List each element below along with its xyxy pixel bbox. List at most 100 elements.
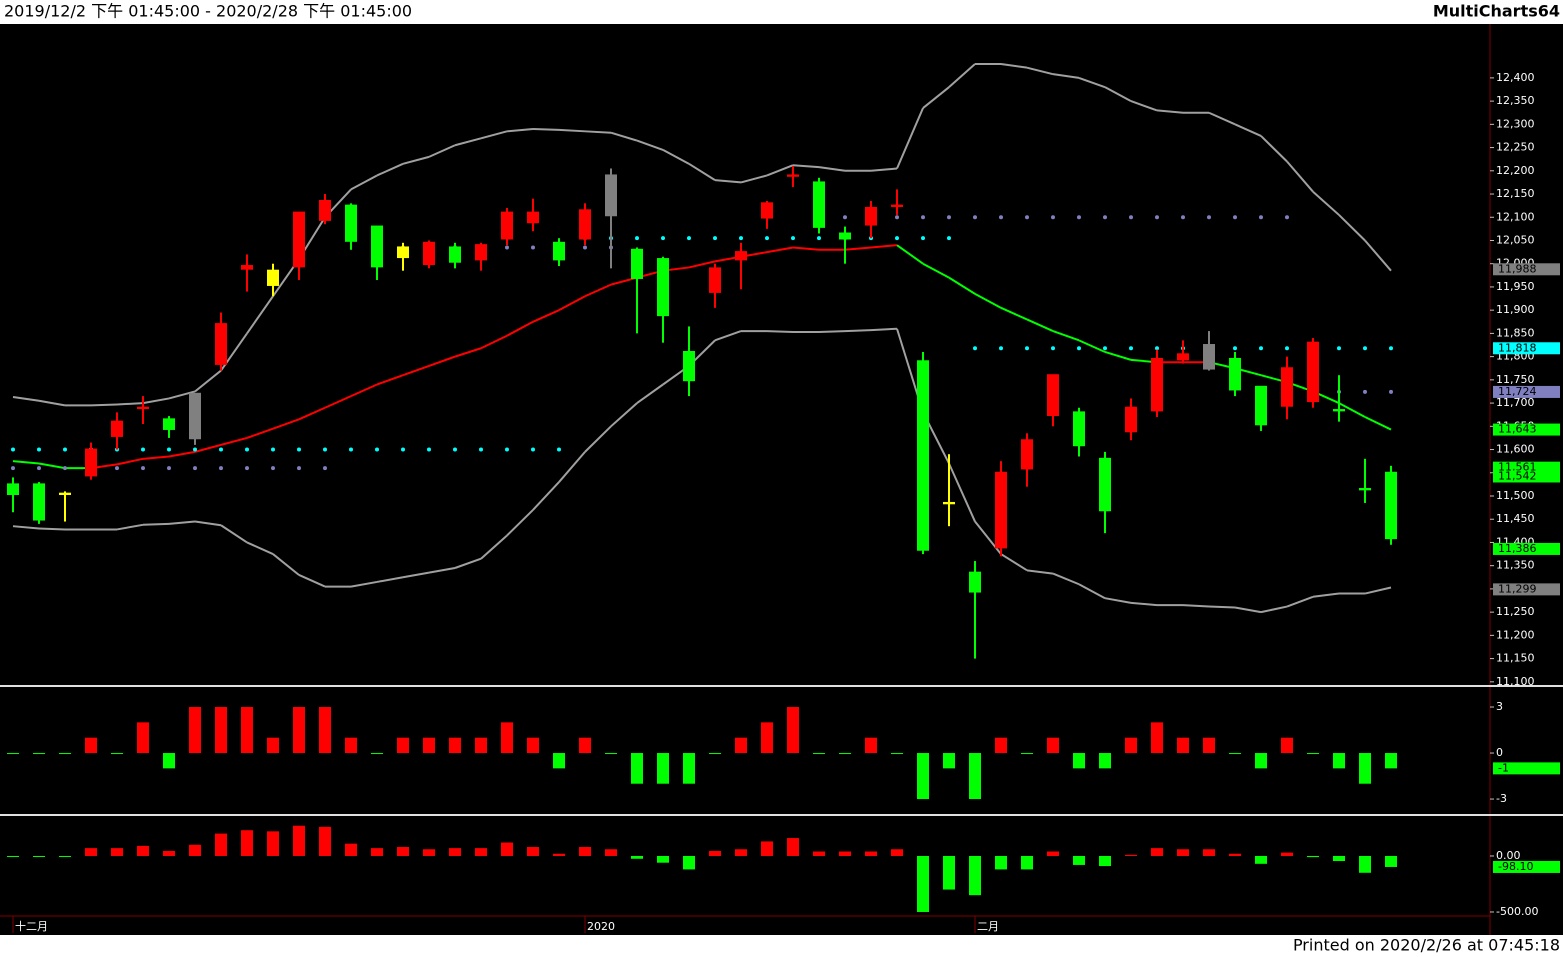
histogram-bar	[1229, 853, 1241, 856]
x-tick-label: 2020	[587, 920, 615, 933]
indicator-line	[766, 246, 794, 254]
y-tick-label: 11,450	[1496, 512, 1535, 525]
value-tag	[1493, 385, 1560, 398]
indicator-line	[376, 576, 404, 583]
histogram-bar	[111, 848, 123, 856]
level-dot	[37, 447, 41, 452]
y-tick-label: 11,100	[1496, 675, 1535, 688]
candle-body	[631, 248, 643, 279]
indicator-line	[1000, 62, 1028, 69]
value-tag	[1493, 263, 1560, 276]
indicator-line	[1208, 111, 1236, 126]
indicator-line	[610, 131, 638, 142]
value-tag	[1493, 542, 1560, 555]
histogram-bar	[501, 722, 513, 754]
indicator-line	[506, 320, 534, 337]
indicator-line	[766, 330, 794, 334]
histogram-bar	[1307, 855, 1319, 858]
histogram-bar	[813, 851, 825, 856]
y-tick-label: 11,850	[1496, 326, 1535, 339]
candle-body	[1177, 353, 1189, 361]
histogram-bar	[1021, 855, 1033, 870]
candle-body	[1047, 374, 1059, 417]
candle-body	[761, 202, 773, 219]
indicator-line	[116, 402, 144, 406]
indicator-line	[792, 164, 820, 169]
indicator-line	[1130, 100, 1158, 112]
level-dot	[1155, 346, 1159, 351]
y-tick-label: 11,750	[1496, 373, 1535, 386]
indicator-line	[1052, 572, 1080, 586]
level-dot	[895, 215, 899, 220]
level-dot	[1103, 346, 1107, 351]
histogram-bar	[7, 855, 19, 857]
indicator-line	[1234, 123, 1262, 137]
level-dot	[115, 466, 119, 471]
histogram-bar	[1385, 855, 1397, 867]
histogram-bar	[865, 851, 877, 856]
histogram-bar	[709, 753, 721, 755]
candle-body	[345, 204, 357, 242]
indicator-line	[480, 534, 508, 560]
histogram-bar	[1099, 855, 1111, 867]
level-dot	[63, 466, 67, 471]
level-dot	[323, 447, 327, 452]
indicator-line	[428, 355, 456, 367]
candle-body	[1255, 385, 1267, 426]
histogram-bar	[189, 707, 201, 754]
indicator-line	[298, 574, 326, 588]
candle-body	[1021, 439, 1033, 470]
level-dot	[271, 447, 275, 452]
level-dot	[1233, 346, 1237, 351]
y-tick-label: 12,200	[1496, 164, 1535, 177]
candle-body	[657, 258, 669, 317]
level-dot	[583, 245, 587, 250]
histogram-bar	[1151, 848, 1163, 856]
level-dot	[713, 236, 717, 241]
indicator-line	[194, 520, 222, 527]
indicator-line	[896, 244, 924, 265]
indicator-line	[1000, 553, 1028, 572]
histogram-bar	[995, 737, 1007, 754]
indicator-line	[662, 149, 690, 165]
indicator-line	[1364, 586, 1392, 595]
y-tick-label: 11,250	[1496, 605, 1535, 618]
candle-body	[1359, 488, 1371, 491]
candle-body	[1125, 406, 1137, 433]
indicator-line	[1078, 583, 1106, 600]
histogram-bar	[501, 842, 513, 856]
histogram-bar	[1359, 855, 1371, 873]
candle-body	[839, 232, 851, 240]
histogram-bar	[891, 753, 903, 755]
indicator-line	[1260, 605, 1288, 614]
indicator-line	[506, 127, 534, 133]
indicator-line	[1000, 306, 1028, 321]
level-dot	[531, 447, 535, 452]
candle-body	[1099, 457, 1111, 512]
indicator-line	[376, 162, 404, 177]
histogram-bar	[59, 855, 71, 857]
histogram-bar	[189, 844, 201, 856]
level-dot	[375, 447, 379, 452]
level-dot	[63, 447, 67, 452]
histogram-bar	[423, 737, 435, 754]
indicator-line	[1338, 214, 1366, 242]
histogram-bar	[1333, 855, 1345, 862]
histogram-bar	[553, 853, 565, 856]
candle-body	[917, 360, 929, 551]
histogram-bar	[605, 849, 617, 856]
histogram-bar	[85, 848, 97, 856]
candle-body	[59, 492, 71, 495]
y-tick-label: -500.00	[1496, 905, 1538, 918]
level-dot	[1363, 346, 1367, 351]
histogram-bar	[527, 847, 539, 856]
y-tick-label: 12,150	[1496, 187, 1535, 200]
indicator-line	[740, 174, 768, 184]
candle-body	[579, 209, 591, 240]
histogram-bar	[163, 850, 175, 856]
value-tag-label: 11,988	[1498, 262, 1537, 275]
indicator-line	[1312, 592, 1340, 598]
candle-body	[527, 211, 539, 224]
candle-body	[319, 199, 331, 221]
candle-body	[33, 483, 45, 521]
